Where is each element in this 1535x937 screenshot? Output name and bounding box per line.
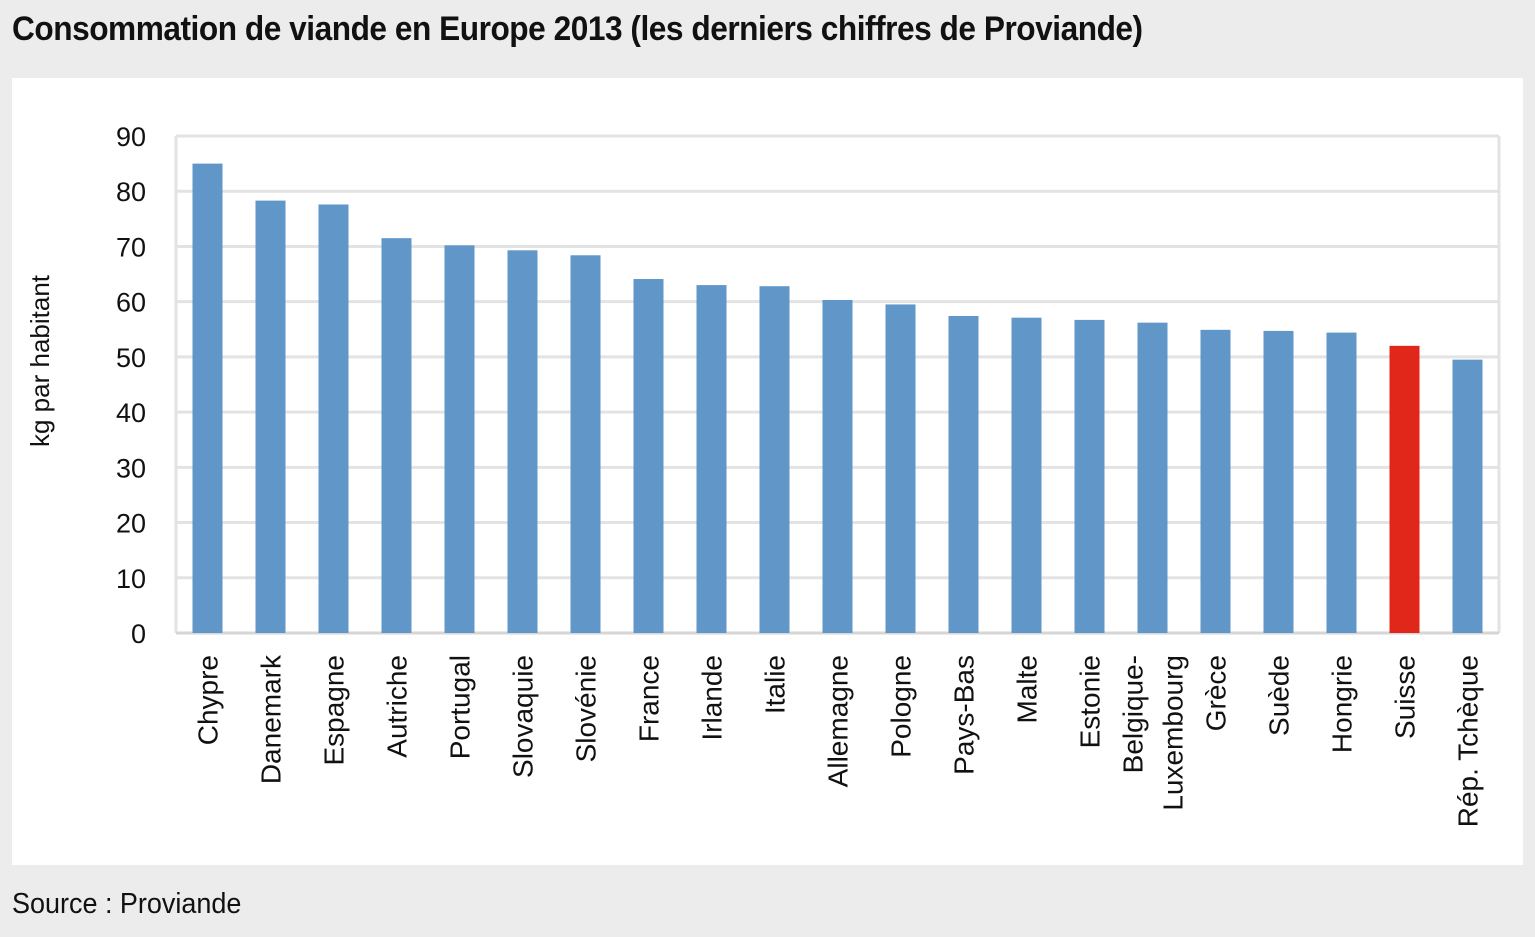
y-tick-label: 20	[116, 509, 146, 539]
x-tick-label: Suède	[1264, 655, 1295, 736]
bar-portugal	[444, 245, 475, 633]
bar-malte	[1011, 317, 1042, 633]
x-tick-label-line: Irlande	[697, 655, 728, 741]
bar-allemagne	[822, 300, 853, 633]
x-tick-label: Pays-Bas	[949, 655, 980, 775]
y-tick-label: 70	[116, 232, 146, 262]
x-tick-label-line: Slovénie	[571, 655, 602, 762]
chart-title: Consommation de viande en Europe 2013 (l…	[12, 10, 1143, 48]
y-tick-label: 30	[116, 453, 146, 483]
x-tick-label: Estonie	[1075, 655, 1106, 748]
y-tick-label: 10	[116, 564, 146, 594]
x-tick-label: France	[634, 655, 665, 742]
x-tick-label: Italie	[760, 655, 791, 714]
x-tick-label-line: Chypre	[193, 655, 224, 745]
y-tick-label: 60	[116, 288, 146, 318]
bar-pays-bas	[948, 316, 979, 633]
bars	[192, 163, 1483, 634]
bar-slovénie	[570, 255, 601, 633]
x-tick-label: Pologne	[886, 655, 917, 758]
x-tick-label-line: Espagne	[319, 655, 350, 766]
x-tick-label: Irlande	[697, 655, 728, 741]
x-tick-label-line: Belgique-	[1118, 655, 1149, 773]
x-tick-label-line: Danemark	[256, 654, 287, 784]
bar-pologne	[885, 304, 916, 633]
x-tick-label: Espagne	[319, 655, 350, 766]
x-tick-label-line: Slovaquie	[508, 655, 539, 778]
x-tick-label: Allemagne	[823, 655, 854, 787]
y-tick-label: 0	[131, 619, 146, 649]
x-tick-label-line: Portugal	[445, 655, 476, 759]
x-tick-label-line: Pologne	[886, 655, 917, 758]
x-tick-label-line: Pays-Bas	[949, 655, 980, 775]
bar-chypre	[192, 163, 223, 633]
y-tick-label: 80	[116, 177, 146, 207]
bar-espagne	[318, 204, 349, 633]
x-tick-label: Danemark	[256, 654, 287, 784]
bar-hongrie	[1326, 332, 1357, 633]
x-tick-label-line: Malte	[1012, 655, 1043, 723]
x-tick-label: Malte	[1012, 655, 1043, 723]
x-axis-ticks: Chypre Danemark Espagne Autriche Portugal Slo…	[193, 654, 1484, 827]
y-axis-label: kg par habitant	[25, 274, 55, 447]
bar-grèce	[1200, 329, 1231, 633]
x-tick-label: Chypre	[193, 655, 224, 745]
x-tick-label-line: Grèce	[1201, 655, 1232, 731]
y-tick-label: 50	[116, 343, 146, 373]
x-tick-label-line: Rép. Tchèque	[1453, 655, 1484, 827]
x-tick-label: Portugal	[445, 655, 476, 759]
x-tick-label: Belgique- Luxembourg	[1118, 655, 1189, 811]
x-tick-label: Slovénie	[571, 655, 602, 762]
y-axis-ticks: 0 10 20 30 40 50 60 70 80 90	[116, 122, 146, 649]
bar-suède	[1263, 330, 1294, 633]
x-tick-label: Hongrie	[1327, 655, 1358, 753]
x-tick-label-line: Suisse	[1390, 655, 1421, 739]
bar-irlande	[696, 285, 727, 633]
y-tick-label: 90	[116, 122, 146, 152]
x-tick-label-line: France	[634, 655, 665, 742]
bar-suisse	[1389, 345, 1420, 633]
x-tick-label-line: Estonie	[1075, 655, 1106, 748]
y-tick-label: 40	[116, 398, 146, 428]
x-tick-label-line: Suède	[1264, 655, 1295, 736]
x-tick-label-line: Hongrie	[1327, 655, 1358, 753]
x-tick-label-line: Luxembourg	[1158, 655, 1189, 811]
x-tick-label: Rép. Tchèque	[1453, 655, 1484, 827]
x-tick-label-line: Allemagne	[823, 655, 854, 787]
bar-slovaquie	[507, 250, 538, 633]
x-tick-label: Slovaquie	[508, 655, 539, 778]
bar-estonie	[1074, 319, 1105, 633]
bar-chart: 0 10 20 30 40 50 60 70 80 90 Chypre Danemark Espagn…	[25, 122, 1501, 827]
bar-france	[633, 279, 664, 633]
x-tick-label-line: Autriche	[382, 655, 413, 758]
chart-panel: 0 10 20 30 40 50 60 70 80 90 Chypre Danemark Espagn…	[12, 78, 1523, 865]
x-tick-label: Autriche	[382, 655, 413, 758]
bar-autriche	[381, 238, 412, 633]
source-note: Source : Proviande	[12, 888, 242, 920]
x-tick-label: Suisse	[1390, 655, 1421, 739]
bar-belgique-luxembourg	[1137, 322, 1168, 633]
bar-italie	[759, 286, 790, 633]
x-tick-label: Grèce	[1201, 655, 1232, 731]
bar-rép-tchèque	[1452, 359, 1483, 633]
bar-danemark	[255, 200, 286, 634]
x-tick-label-line: Italie	[760, 655, 791, 714]
